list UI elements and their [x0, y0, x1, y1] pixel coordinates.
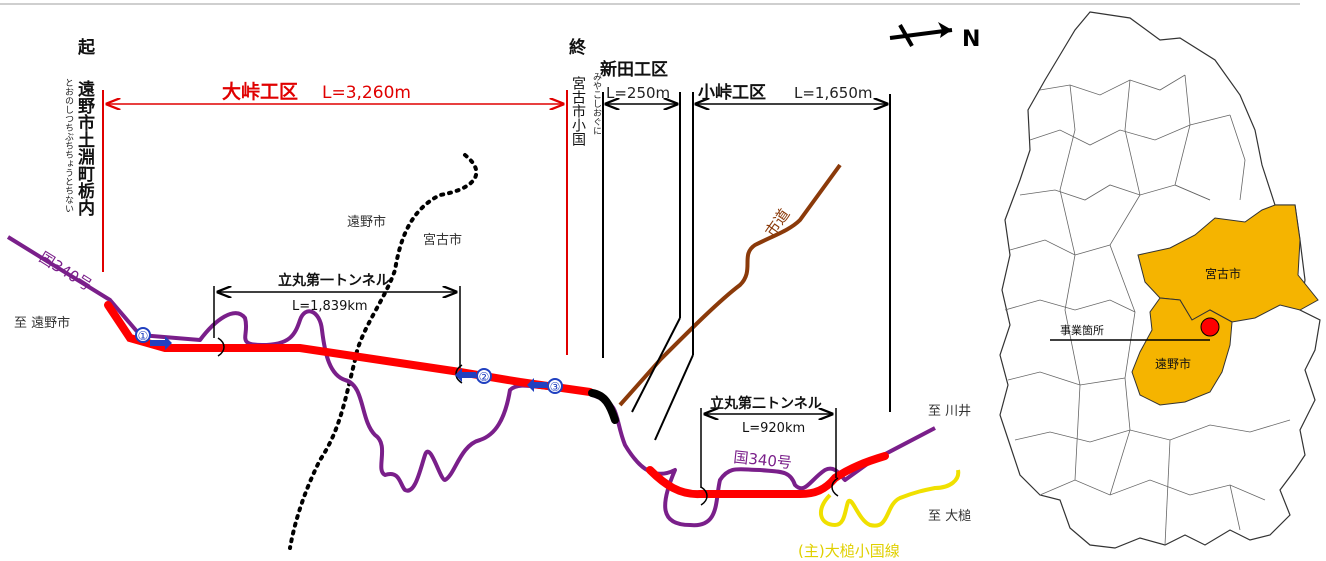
national-road-340-label-1: 国340号: [36, 248, 95, 294]
point-3-marker: [527, 378, 563, 394]
city-boundary-line: [288, 153, 479, 550]
end-marker: 終: [569, 37, 587, 58]
point-1-label: ①: [138, 329, 149, 343]
inset-map: 宮古市 遠野市 事業箇所: [999, 11, 1321, 549]
city-road-label: 市道: [762, 205, 794, 240]
site-marker-icon: [1200, 317, 1220, 337]
tunnel-portal-mark: [217, 337, 225, 357]
point-2-marker: [455, 368, 492, 384]
point-2-label: ②: [479, 370, 490, 384]
construction-route-kotouge: [646, 452, 889, 499]
tono-city-label: 遠野市: [347, 214, 386, 230]
section-niita-label: 新田工区: [600, 59, 668, 80]
start-marker: 起: [77, 37, 96, 58]
to-tono-label: 至 遠野市: [14, 315, 70, 331]
tunnel2-name: 立丸第二トンネル: [710, 395, 822, 412]
tunnel1-length: L=1,839km: [292, 299, 368, 314]
tunnel-portal-mark: [700, 486, 708, 506]
to-otsuchi-label: 至 大槌: [928, 508, 971, 524]
tunnel1-name: 立丸第一トンネル: [278, 272, 390, 289]
to-kawai-label: 至 川井: [928, 404, 971, 419]
end-place-reading: みやこしおぐに: [591, 72, 602, 135]
north-arrow-icon: [889, 22, 953, 47]
section-kotouge-label: 小峠工区: [698, 82, 766, 103]
point-3-label: ③: [550, 380, 561, 394]
main-road-label: (主)大槌小国線: [798, 542, 900, 560]
tunnel-portal-mark: [831, 477, 839, 497]
main-road-otsuchi-oguni: [819, 469, 961, 528]
tunnel2-length: L=920km: [742, 421, 805, 436]
north-label: N: [962, 27, 980, 52]
inset-site-label: 事業箇所: [1060, 323, 1104, 337]
start-place-reading: とおのしつちぶちちょうとちない: [63, 78, 74, 213]
inset-tono-label: 遠野市: [1155, 356, 1191, 371]
inset-miyako-label: 宮古市: [1205, 266, 1241, 281]
point-1-marker: [135, 327, 172, 350]
section-ootouge-label: 大峠工区: [222, 80, 298, 103]
section-ootouge-length: L=3,260m: [322, 83, 411, 103]
construction-route-ootouge: [104, 301, 594, 396]
section-niita-length: L=250m: [606, 84, 670, 102]
miyako-city-label: 宮古市: [423, 232, 462, 248]
section-kotouge-length: L=1,650m: [794, 84, 872, 102]
end-place-name: 宮古市小国: [570, 76, 586, 146]
city-road: [618, 163, 842, 407]
construction-route-niita: [588, 389, 619, 424]
national-road-340: [6, 235, 936, 528]
start-place-name: 遠野市土淵町栃内: [74, 80, 95, 217]
